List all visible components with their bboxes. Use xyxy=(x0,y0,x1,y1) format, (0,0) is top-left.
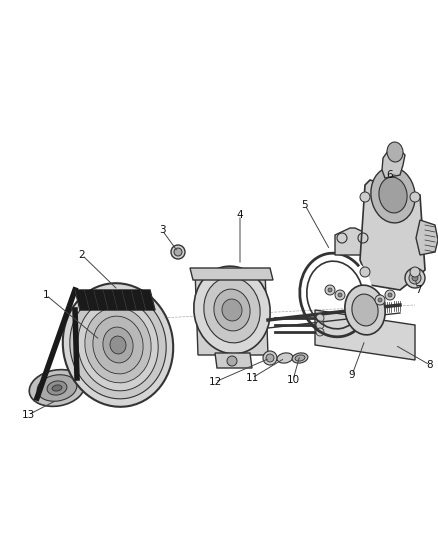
Ellipse shape xyxy=(29,369,85,406)
Polygon shape xyxy=(315,310,415,360)
Ellipse shape xyxy=(47,381,67,395)
Text: 6: 6 xyxy=(387,170,393,180)
Ellipse shape xyxy=(93,316,143,374)
Text: 5: 5 xyxy=(302,200,308,210)
Ellipse shape xyxy=(214,289,250,331)
Circle shape xyxy=(360,267,370,277)
Circle shape xyxy=(375,295,385,305)
Circle shape xyxy=(174,248,182,256)
Ellipse shape xyxy=(292,353,308,363)
Circle shape xyxy=(316,321,324,329)
Ellipse shape xyxy=(78,299,158,391)
Ellipse shape xyxy=(387,142,403,162)
Circle shape xyxy=(412,275,418,281)
Circle shape xyxy=(316,314,324,322)
Circle shape xyxy=(409,272,421,284)
Ellipse shape xyxy=(379,177,407,213)
Ellipse shape xyxy=(85,307,151,383)
Polygon shape xyxy=(190,268,273,280)
Circle shape xyxy=(227,356,237,366)
Text: 9: 9 xyxy=(349,370,355,380)
Ellipse shape xyxy=(37,375,77,401)
Polygon shape xyxy=(335,228,370,255)
Circle shape xyxy=(328,288,332,292)
Polygon shape xyxy=(416,220,438,255)
Circle shape xyxy=(335,290,345,300)
Text: 11: 11 xyxy=(245,373,258,383)
Circle shape xyxy=(405,268,425,288)
Text: 8: 8 xyxy=(427,360,433,370)
Text: 3: 3 xyxy=(159,225,165,235)
Text: 2: 2 xyxy=(79,250,85,260)
Text: 12: 12 xyxy=(208,377,222,387)
Ellipse shape xyxy=(345,285,385,335)
Polygon shape xyxy=(195,270,268,355)
Circle shape xyxy=(388,293,392,297)
Ellipse shape xyxy=(204,277,260,343)
Circle shape xyxy=(263,351,277,365)
Circle shape xyxy=(266,354,274,362)
Ellipse shape xyxy=(70,291,166,399)
Circle shape xyxy=(325,285,335,295)
Circle shape xyxy=(338,293,342,297)
Text: 1: 1 xyxy=(42,290,49,300)
Ellipse shape xyxy=(277,353,293,363)
Ellipse shape xyxy=(103,327,133,363)
Text: 13: 13 xyxy=(21,410,35,420)
Polygon shape xyxy=(75,290,155,310)
Text: 10: 10 xyxy=(286,375,300,385)
Circle shape xyxy=(171,245,185,259)
Polygon shape xyxy=(215,353,252,368)
Polygon shape xyxy=(382,148,405,178)
Polygon shape xyxy=(360,180,425,290)
Circle shape xyxy=(316,328,324,336)
Ellipse shape xyxy=(52,385,62,391)
Ellipse shape xyxy=(222,299,242,321)
Ellipse shape xyxy=(352,294,378,326)
Circle shape xyxy=(360,192,370,202)
Circle shape xyxy=(385,290,395,300)
Ellipse shape xyxy=(63,283,173,407)
Ellipse shape xyxy=(110,336,126,354)
Ellipse shape xyxy=(371,167,415,223)
Circle shape xyxy=(378,298,382,302)
Circle shape xyxy=(410,267,420,277)
Ellipse shape xyxy=(295,355,305,361)
Text: 7: 7 xyxy=(415,285,421,295)
Text: 4: 4 xyxy=(237,210,244,220)
Circle shape xyxy=(410,192,420,202)
Ellipse shape xyxy=(194,266,270,354)
